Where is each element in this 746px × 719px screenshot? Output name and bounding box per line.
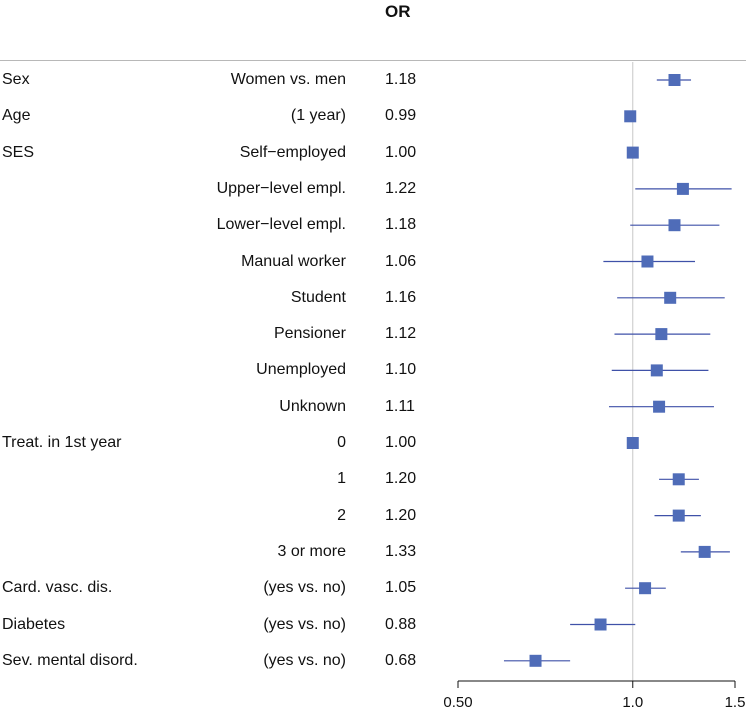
row-variable-label: Sex: [2, 71, 30, 88]
header-divider: [0, 60, 746, 61]
row-or-value: 1.16: [385, 288, 417, 306]
or-marker: [626, 146, 639, 159]
x-tick-label: 0.50: [443, 694, 472, 711]
row-variable-label: Card. vasc. dis.: [2, 579, 113, 597]
row-category-label: Student: [290, 288, 346, 306]
x-tick-label: 1.0: [622, 694, 643, 711]
or-marker: [676, 182, 689, 195]
or-marker: [655, 328, 668, 341]
row-category-label: Manual worker: [241, 252, 346, 270]
or-marker: [639, 582, 652, 595]
or-marker: [641, 255, 654, 268]
row-category-label: 2: [337, 506, 346, 524]
row-or-value: 0.88: [385, 615, 417, 633]
or-marker: [624, 110, 637, 123]
row-category-label: Unknown: [279, 397, 346, 415]
row-or-value: 1.18: [385, 216, 417, 234]
row-or-value: 1.18: [385, 71, 417, 88]
row-category-label: (yes vs. no): [263, 651, 346, 669]
row-or-value: 1.11: [385, 397, 415, 415]
row-or-value: 1.33: [385, 542, 417, 560]
row-variable-label: Sev. mental disord.: [2, 651, 138, 669]
row-or-value: 1.05: [385, 579, 417, 597]
row-category-label: Unemployed: [256, 361, 346, 379]
or-column-header: OR: [385, 2, 411, 21]
row-category-label: Women vs. men: [230, 71, 346, 88]
row-category-label: Lower−level empl.: [216, 216, 346, 234]
or-marker: [626, 437, 639, 449]
row-category-label: Upper−level empl.: [216, 179, 346, 197]
row-variable-label: Age: [2, 107, 31, 125]
row-or-value: 1.00: [385, 143, 417, 161]
row-or-value: 1.06: [385, 252, 417, 270]
row-variable-label: Diabetes: [2, 615, 66, 633]
or-marker: [672, 473, 685, 486]
or-marker: [594, 618, 607, 631]
or-marker: [672, 509, 685, 522]
or-marker: [529, 654, 542, 667]
row-or-value: 1.20: [385, 506, 417, 524]
row-or-value: 1.00: [385, 434, 417, 451]
x-tick-label: 1.5: [725, 694, 746, 711]
row-or-value: 1.12: [385, 325, 417, 343]
or-marker: [650, 364, 663, 377]
or-marker: [698, 545, 711, 558]
row-category-label: (yes vs. no): [263, 615, 346, 633]
row-variable-label: Treat. in 1st year: [2, 434, 122, 451]
or-marker: [653, 400, 666, 413]
or-marker: [668, 219, 681, 232]
row-or-value: 1.10: [385, 361, 417, 379]
row-category-label: Pensioner: [273, 325, 346, 343]
row-category-label: (1 year): [290, 107, 346, 125]
row-variable-label: SES: [2, 143, 35, 161]
or-marker: [668, 74, 681, 86]
row-category-label: 3 or more: [277, 542, 346, 560]
row-category-label: (yes vs. no): [263, 579, 346, 597]
or-marker: [664, 291, 677, 304]
row-or-value: 1.20: [385, 470, 417, 488]
row-category-label: 0: [337, 434, 346, 451]
row-or-value: 0.68: [385, 651, 417, 669]
row-category-label: Self−employed: [239, 143, 346, 161]
row-category-label: 1: [337, 470, 346, 488]
row-or-value: 0.99: [385, 107, 417, 125]
row-or-value: 1.22: [385, 179, 417, 197]
